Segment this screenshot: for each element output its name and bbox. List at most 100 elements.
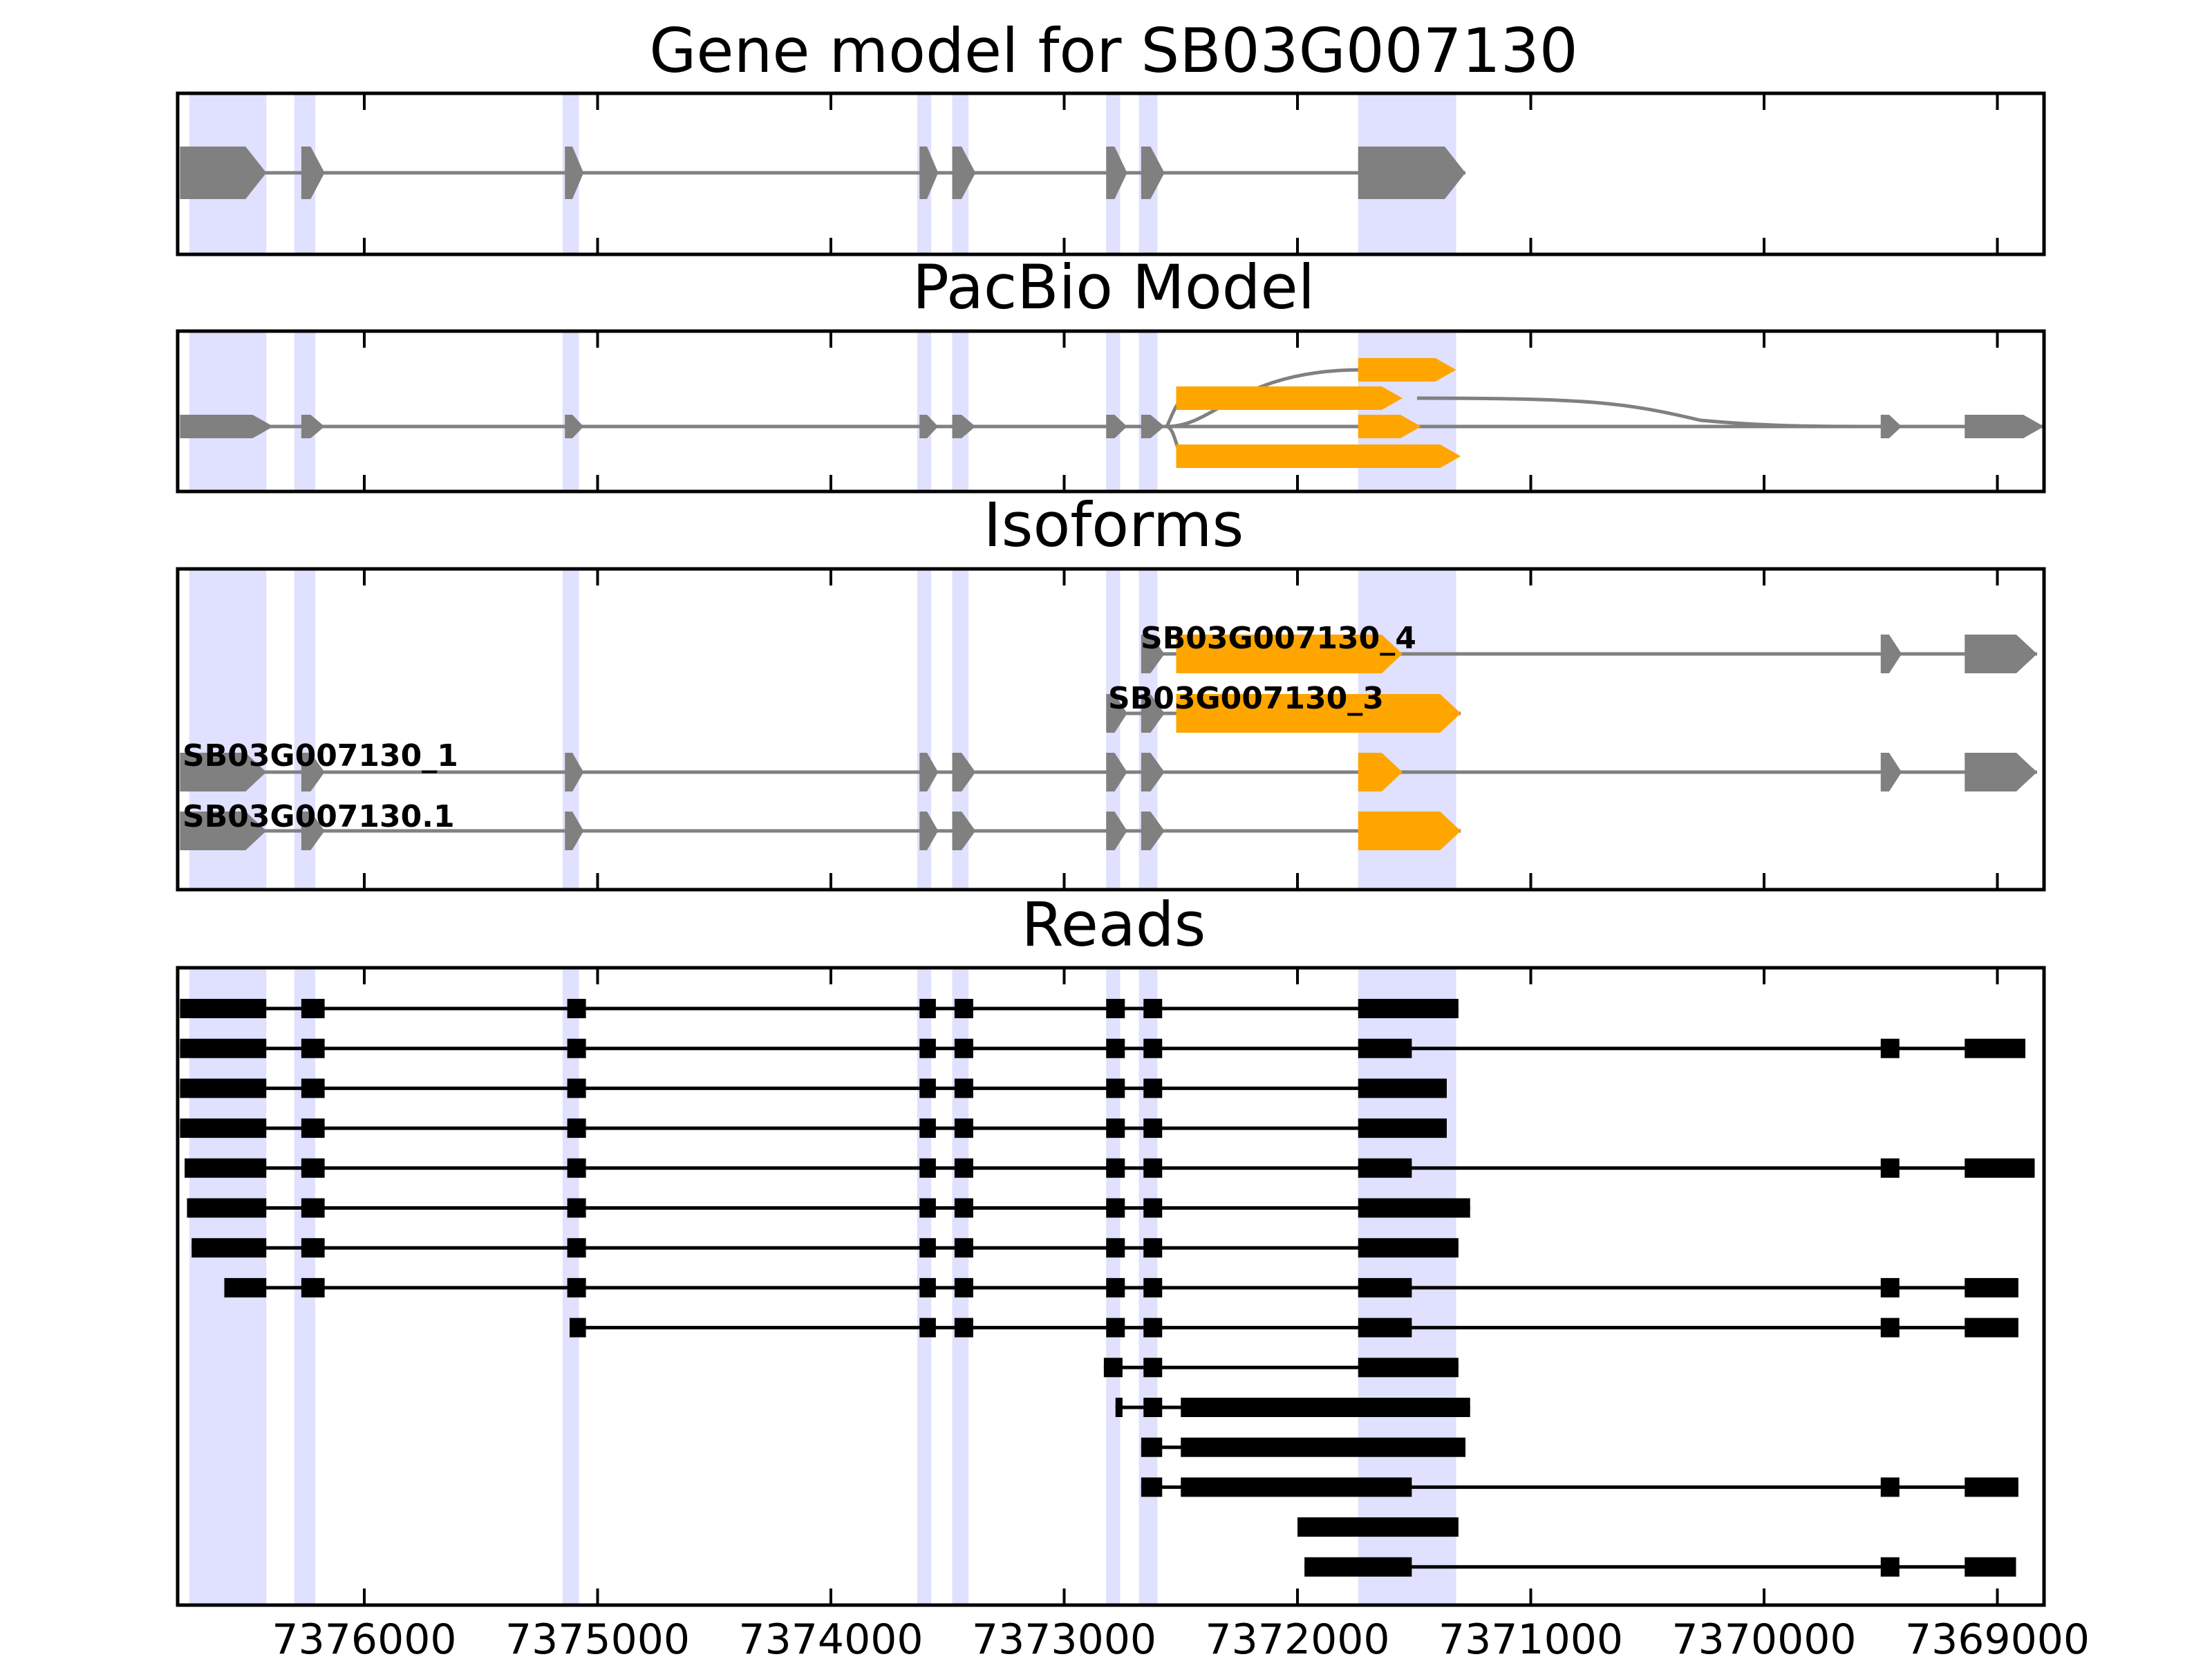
exon-highlight-band bbox=[917, 569, 932, 890]
reads-frame bbox=[176, 966, 2046, 1607]
read-block bbox=[1106, 1318, 1125, 1338]
gene-model-panel bbox=[176, 91, 2046, 256]
x-tick-label: 7371000 bbox=[1438, 1615, 1623, 1659]
read-block bbox=[1358, 1238, 1459, 1258]
read-block bbox=[1965, 1477, 2018, 1497]
read-block bbox=[1965, 1277, 2018, 1297]
read-block bbox=[180, 1078, 267, 1098]
read-block bbox=[1358, 1158, 1412, 1178]
read-block bbox=[1880, 1277, 1900, 1297]
read-row bbox=[180, 1078, 1447, 1098]
read-block bbox=[1880, 1477, 1900, 1497]
read-block bbox=[954, 1198, 973, 1218]
read-block bbox=[1965, 1557, 2016, 1577]
read-block bbox=[954, 1318, 973, 1338]
read-block bbox=[180, 1038, 267, 1058]
read-block bbox=[301, 1238, 325, 1258]
reads-panel bbox=[176, 966, 2046, 1607]
read-row bbox=[185, 1158, 2035, 1178]
read-block bbox=[1304, 1557, 1412, 1577]
exon-arrow bbox=[301, 415, 325, 438]
read-block bbox=[1358, 1358, 1459, 1378]
exon-arrow bbox=[180, 753, 267, 791]
x-tick-label: 7375000 bbox=[505, 1615, 690, 1659]
exon-arrow bbox=[1141, 812, 1165, 850]
read-block bbox=[919, 1238, 936, 1258]
isoforms-track bbox=[180, 635, 2037, 850]
read-block bbox=[919, 1318, 936, 1338]
read-block bbox=[180, 999, 267, 1018]
isoform-label-dot1: SB03G007130.1 bbox=[182, 799, 455, 834]
read-block bbox=[1106, 1038, 1125, 1058]
pacbio-model-track bbox=[180, 358, 2044, 468]
isoform-label-4: SB03G007130_4 bbox=[1141, 621, 1416, 656]
exon-highlight-band bbox=[189, 331, 267, 491]
exon-arrow bbox=[180, 812, 267, 850]
read-block bbox=[1106, 1158, 1125, 1178]
read-block bbox=[1143, 1038, 1163, 1058]
read-block bbox=[954, 1118, 973, 1138]
read-block bbox=[1358, 1118, 1447, 1138]
exon-arrow bbox=[919, 147, 939, 199]
exon-arrow bbox=[1106, 812, 1127, 850]
read-block bbox=[1143, 999, 1163, 1018]
read-block bbox=[301, 1277, 325, 1297]
read-block bbox=[1358, 1198, 1470, 1218]
read-block bbox=[1358, 1277, 1412, 1297]
read-block bbox=[954, 1038, 973, 1058]
read-block bbox=[301, 1118, 325, 1138]
exon-arrow bbox=[1358, 753, 1403, 791]
read-block bbox=[191, 1238, 267, 1258]
read-block bbox=[954, 999, 973, 1018]
gene-model-ticks bbox=[363, 93, 1999, 254]
read-block bbox=[1880, 1158, 1900, 1178]
exon-highlight-band bbox=[294, 331, 316, 491]
read-block bbox=[301, 1158, 325, 1178]
x-tick-label: 7373000 bbox=[972, 1615, 1156, 1659]
x-tick-label: 7372000 bbox=[1205, 1615, 1389, 1659]
read-row bbox=[191, 1238, 1459, 1258]
pacbio-model-title: PacBio Model bbox=[912, 252, 1315, 323]
read-block bbox=[1143, 1398, 1163, 1417]
read-block bbox=[570, 1318, 586, 1338]
exon-arrow bbox=[301, 753, 325, 791]
exon-arrow bbox=[1965, 415, 2044, 438]
read-row bbox=[180, 999, 1459, 1018]
exon-highlight-band bbox=[562, 331, 579, 491]
read-block bbox=[1880, 1557, 1900, 1577]
read-row bbox=[1297, 1517, 1459, 1537]
read-block bbox=[1106, 999, 1125, 1018]
read-block bbox=[567, 1078, 586, 1098]
isoform-label-3: SB03G007130_3 bbox=[1108, 681, 1384, 716]
read-block bbox=[954, 1277, 973, 1297]
read-row bbox=[1304, 1557, 2016, 1577]
x-tick-label: 7376000 bbox=[272, 1615, 456, 1659]
read-block bbox=[919, 1118, 936, 1138]
read-block bbox=[919, 1158, 936, 1178]
read-block bbox=[1358, 1318, 1412, 1338]
read-block bbox=[1181, 1477, 1412, 1497]
exon-highlight-band bbox=[952, 569, 969, 890]
read-block bbox=[919, 999, 936, 1018]
read-row bbox=[224, 1277, 2018, 1297]
reads-title: Reads bbox=[1022, 889, 1206, 960]
x-tick-label: 7369000 bbox=[1905, 1615, 2090, 1659]
read-row bbox=[1103, 1358, 1459, 1378]
read-row bbox=[1141, 1437, 1465, 1457]
read-row bbox=[1141, 1477, 2018, 1497]
read-block bbox=[567, 1198, 586, 1218]
read-row bbox=[570, 1318, 2018, 1338]
read-block bbox=[919, 1198, 936, 1218]
exon-arrow bbox=[952, 753, 976, 791]
isoforms-title: Isoforms bbox=[984, 489, 1244, 561]
exon-arrow bbox=[1358, 358, 1456, 382]
read-block bbox=[1181, 1398, 1470, 1417]
read-block bbox=[224, 1277, 267, 1297]
gene-model-title: Gene model for SB03G007130 bbox=[649, 15, 1578, 86]
exon-highlight-band bbox=[562, 569, 579, 890]
exon-arrow bbox=[1141, 635, 1165, 673]
read-block bbox=[1143, 1318, 1163, 1338]
exon-arrow bbox=[1358, 415, 1421, 438]
exon-arrow bbox=[301, 812, 325, 850]
x-tick-label: 7374000 bbox=[738, 1615, 923, 1659]
